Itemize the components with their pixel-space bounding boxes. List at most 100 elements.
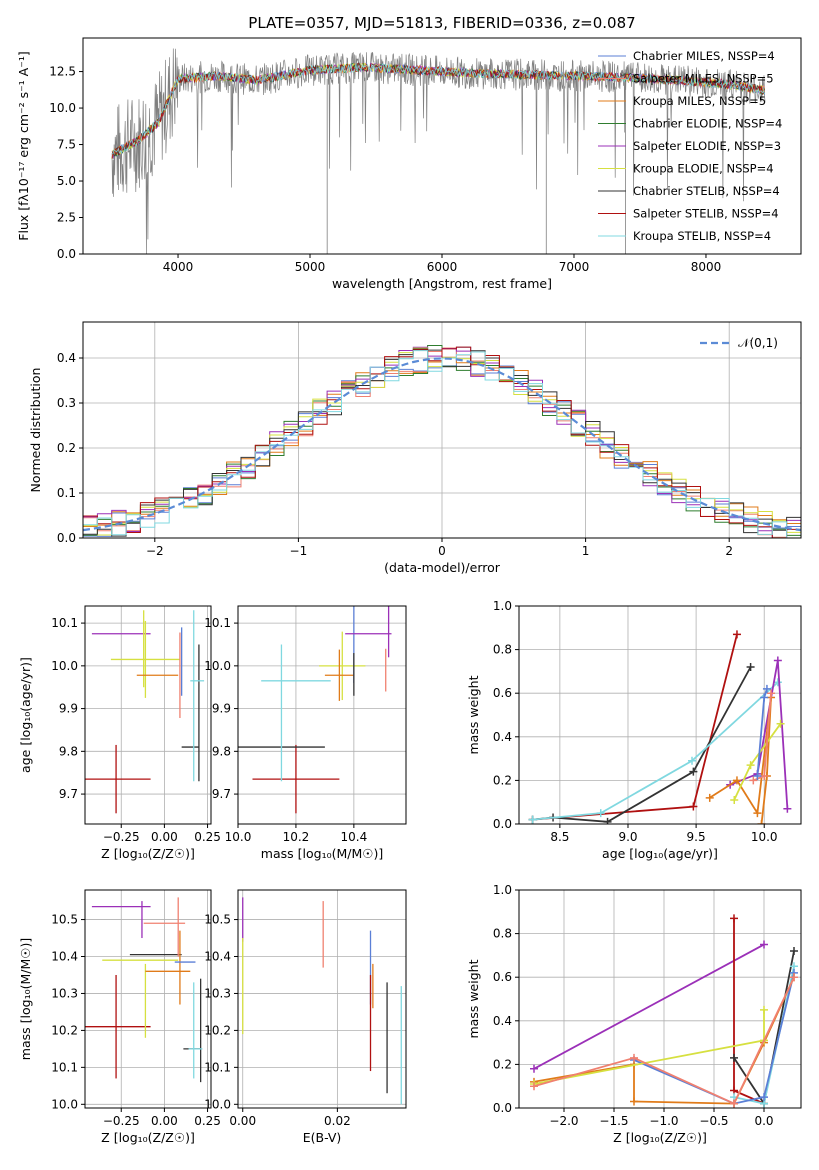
x-tick-label: 4000 [163,260,194,274]
y-tick-label: 0.4 [493,1014,512,1028]
weight-marker [630,1097,638,1106]
panel-massweight_vs_Z [515,889,802,1112]
model-line [111,63,765,159]
legend-label: Chabrier STELIB, NSSP=4 [633,184,780,198]
weight-marker [746,663,755,672]
weight-line [532,666,752,823]
weight-marker [689,767,698,776]
y-tick-label: 10.0 [49,101,76,115]
y-axis-label: mass weight [466,959,481,1038]
y-tick-label: 10.4 [51,950,78,964]
axes-frame [237,889,407,1109]
y-tick-label: 10.3 [51,986,78,1000]
x-tick-label: 10.0 [225,830,252,844]
weight-marker [705,793,714,802]
axes-frame [518,605,802,825]
y-tick-label: 10.1 [204,1060,231,1074]
panel-spectrum [79,37,802,258]
y-tick-label: 0.4 [57,351,76,365]
weight-marker [760,940,768,949]
weight-marker [753,772,762,781]
y-tick-label: 2.5 [57,211,76,225]
legend-label: Kroupa ELODIE, NSSP=4 [633,162,774,176]
y-axis-label: age [log₁₀(age/yr)] [18,657,33,773]
weight-marker [530,1064,538,1073]
x-tick-label: 0.25 [194,830,221,844]
x-tick-label: 0.00 [229,1114,256,1128]
x-tick-label: 6000 [427,260,458,274]
y-tick-label: 12.5 [49,65,76,79]
panel-mass_vs_EBV [234,889,407,1112]
y-tick-label: 10.2 [51,1023,78,1037]
weight-marker [790,973,798,982]
y-tick-label: 0.0 [493,817,512,831]
y-tick-label: 10.5 [204,913,231,927]
weight-marker [760,772,769,781]
x-axis-label: Z [log₁₀(Z/Z☉)] [101,1130,195,1145]
y-tick-label: 0.6 [493,970,512,984]
y-axis-label: Normed distribution [28,368,43,493]
panel-age_vs_mass [234,605,407,828]
weight-marker [760,1005,768,1014]
x-tick-label: −0.5 [699,1114,728,1128]
histogram-step [83,346,801,538]
weight-marker [749,776,758,785]
plot-area [528,630,792,824]
panel-massweight_vs_age [515,605,802,828]
y-tick-label: 9.7 [212,787,231,801]
y-tick-label: 0.0 [57,247,76,261]
y-axis-label: mass weight [466,675,481,754]
y-tick-label: 10.0 [204,659,231,673]
y-tick-label: 0.2 [57,441,76,455]
weight-line [533,943,765,1070]
model-line [111,63,765,155]
chart-title: PLATE=0357, MJD=51813, FIBERID=0336, z=0… [248,14,635,32]
y-tick-label: 10.1 [51,616,78,630]
weight-marker [783,804,792,813]
y-tick-label: 1.0 [493,883,512,897]
x-axis-label: Z [log₁₀(Z/Z☉)] [613,1130,707,1145]
weight-marker [730,796,739,805]
y-tick-label: 9.8 [212,744,231,758]
weight-marker [689,802,698,811]
y-tick-label: 0.0 [57,531,76,545]
x-axis-label: age [log₁₀(age/yr)] [602,846,718,861]
x-tick-label: −2 [146,544,164,558]
weight-line [532,634,738,821]
panel-residuals [79,321,802,542]
y-tick-label: 0.6 [493,686,512,700]
weight-marker [762,684,771,693]
x-tick-label: −1.5 [599,1114,628,1128]
weight-marker [732,776,741,785]
x-tick-label: 1 [582,544,590,558]
x-tick-label: 10.0 [751,830,778,844]
weight-marker [732,630,741,639]
y-tick-label: 10.1 [51,1060,78,1074]
weight-marker [630,1053,638,1062]
x-axis-label: mass [log₁₀(M/M☉)] [261,846,383,861]
x-tick-label: −2.0 [549,1114,578,1128]
weight-marker [530,1082,538,1091]
axes-frame [518,889,802,1109]
axes-frame [84,889,212,1109]
axes-frame [237,605,407,825]
y-tick-label: 10.4 [204,950,231,964]
x-tick-label: 0.00 [151,1114,178,1128]
x-tick-label: 9.5 [687,830,706,844]
x-tick-label: 0.0 [754,1114,773,1128]
plot-area [85,897,203,1083]
panel-age_vs_Z [81,605,212,828]
weight-line [533,976,795,1105]
legend-label: Kroupa STELIB, NSSP=4 [633,229,771,243]
x-axis-label: (data-model)/error [384,560,501,575]
y-tick-label: 0.1 [57,486,76,500]
y-tick-label: 5.0 [57,174,76,188]
weight-marker [730,1099,738,1108]
plot-area [242,897,402,1105]
x-tick-label: −1.0 [649,1114,678,1128]
weight-line [709,697,772,824]
y-tick-label: 10.0 [51,659,78,673]
weight-marker [603,817,612,824]
weight-marker [773,678,782,687]
